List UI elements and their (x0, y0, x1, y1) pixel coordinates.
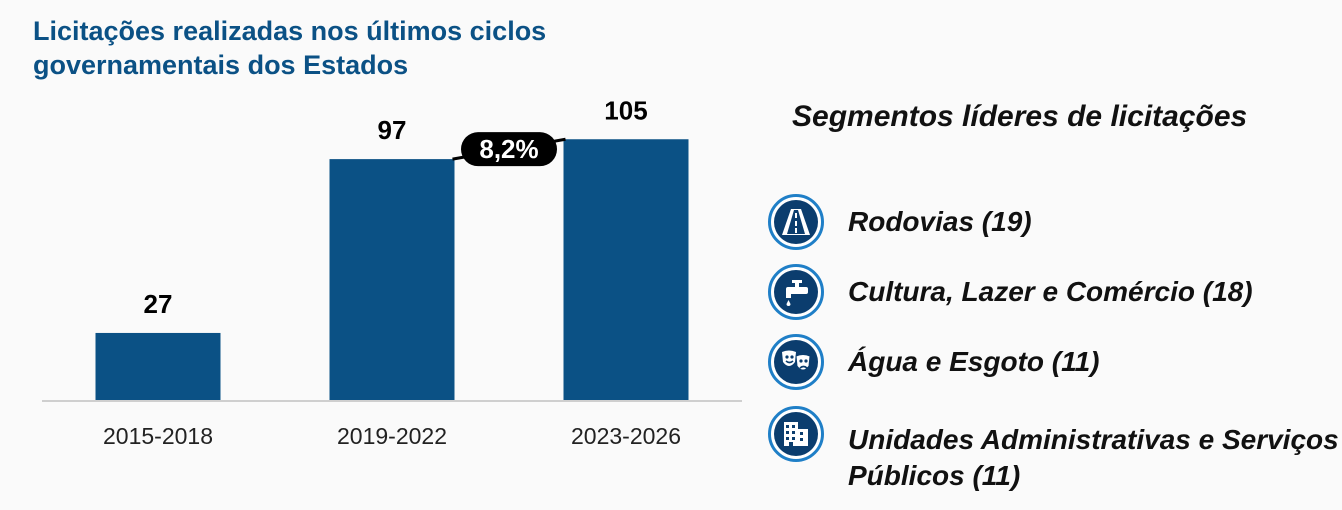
growth-label: 8,2% (479, 134, 538, 164)
bar-value-label: 97 (378, 115, 407, 145)
bar-2019-2022 (329, 159, 455, 400)
faucet-icon-circle (768, 264, 824, 320)
x-tick-label: 2019-2022 (337, 423, 447, 449)
x-tick-label: 2015-2018 (103, 423, 213, 449)
faucet-icon (786, 280, 808, 306)
segment-label-water: Água e Esgoto (11) (848, 346, 1100, 377)
x-tick-label: 2023-2026 (571, 423, 681, 449)
bar-chart: 27 2015-2018 97 2019-2022 105 2023-2026 8,2% (42, 95, 742, 449)
growth-badge (461, 132, 557, 167)
theater-masks-icon (782, 350, 811, 371)
segment-item-culture: Cultura, Lazer e Comércio (18) (768, 264, 1253, 320)
segments-title: Segmentos líderes de licitações (792, 100, 1248, 133)
building-icon-circle (768, 406, 824, 462)
road-icon (782, 209, 810, 235)
segment-item-public-services: Unidades Administrativas e Serviços Públ… (768, 406, 1342, 494)
segment-item-roads: Rodovias (19) (768, 194, 1032, 250)
bar-value-label: 105 (604, 95, 647, 125)
segment-label-culture: Cultura, Lazer e Comércio (18) (848, 276, 1253, 307)
road-icon-circle (768, 194, 824, 250)
bar-2023-2026 (563, 139, 689, 400)
segment-item-water: Água e Esgoto (11) (768, 334, 1100, 390)
theater-masks-icon-circle (768, 334, 824, 390)
chart-title: Licitações realizadas nos últimos ciclos… (33, 16, 547, 80)
segment-label-roads: Rodovias (19) (848, 206, 1032, 237)
bar-value-label: 27 (144, 289, 173, 319)
building-icon (784, 422, 808, 446)
bar-2015-2018 (95, 332, 221, 400)
growth-annotation: 8,2% (452, 132, 566, 167)
segment-label-public-services: Unidades Administrativas e Serviços Públ… (848, 424, 1339, 491)
